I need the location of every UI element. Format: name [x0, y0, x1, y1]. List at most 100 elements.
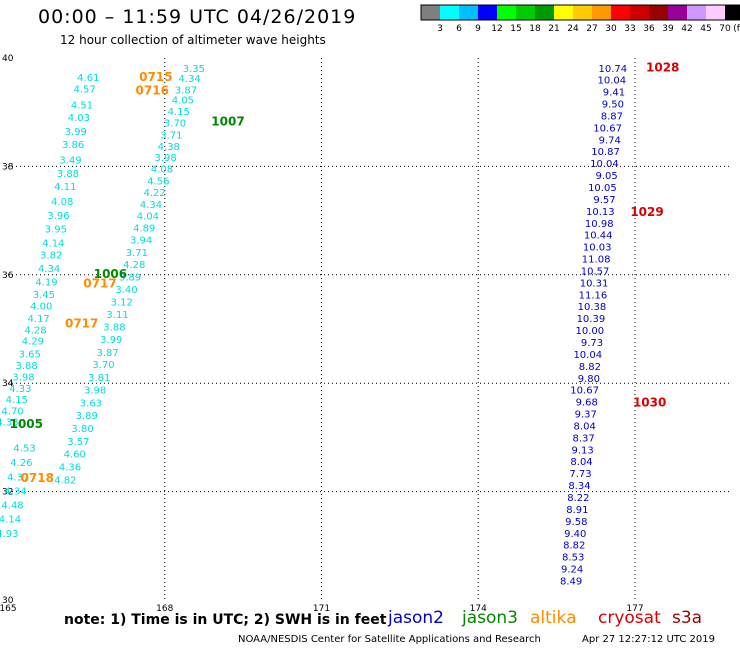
color-scale-label: 6	[456, 24, 462, 34]
color-scale-swatch	[668, 5, 687, 20]
swh-label-jason2: 10.38	[578, 302, 607, 313]
color-scale-label: 18	[529, 24, 541, 34]
y-tick-label: 38	[2, 162, 14, 172]
swh-label-altika: 4.33	[9, 384, 31, 395]
swh-label-jason3: 3.89	[76, 411, 98, 422]
swh-label-jason2: 10.39	[577, 314, 606, 325]
swh-label-jason2: 11.08	[582, 255, 611, 266]
swh-label-jason2: 10.04	[597, 76, 626, 87]
swh-label-jason2: 9.68	[576, 398, 598, 409]
swh-label-jason3: 4.56	[147, 176, 169, 187]
swh-label-jason3: 3.12	[111, 297, 133, 308]
swh-label-jason3: 4.89	[133, 224, 155, 235]
swh-label-jason2: 9.73	[581, 338, 603, 349]
swh-label-jason2: 10.67	[593, 123, 622, 134]
pass-annotation: 1007	[211, 114, 244, 128]
swh-label-jason3: 4.28	[123, 260, 145, 271]
swh-label-jason3: 3.89	[119, 272, 141, 283]
swh-label-jason2: 10.00	[576, 326, 605, 337]
swh-label-jason2: 9.58	[565, 517, 587, 528]
y-tick-label: 34	[2, 379, 14, 389]
pass-annotation: 0717	[65, 316, 98, 330]
swh-label-jason3: 3.87	[175, 85, 197, 96]
swh-label-jason3: 4.15	[168, 107, 190, 118]
swh-label-altika: 3.95	[45, 225, 67, 236]
swh-label-jason3: 4.22	[144, 188, 166, 199]
color-scale-swatch	[611, 5, 630, 20]
swh-label-altika: 4.53	[13, 444, 35, 455]
legend-item-jason3: jason3	[462, 608, 518, 628]
swh-label-altika: 4.14	[0, 515, 21, 526]
swh-label-jason3: 4.34	[179, 74, 201, 85]
chart-subtitle: 12 hour collection of altimeter wave hei…	[60, 33, 326, 47]
swh-label-altika: 3.99	[65, 127, 87, 138]
swh-label-altika: 3.65	[19, 349, 41, 360]
swh-label-altika: 3.49	[59, 155, 81, 166]
swh-label-jason2: 10.57	[581, 266, 610, 277]
color-scale-swatch	[535, 5, 554, 20]
swh-label-jason2: 9.50	[602, 100, 624, 111]
swh-label-jason2: 10.04	[573, 350, 602, 361]
color-scale-swatch	[478, 5, 497, 20]
swh-label-altika: 3.96	[47, 211, 69, 222]
swh-label-altika: 4.14	[42, 238, 64, 249]
color-scale-label: 36	[643, 24, 655, 34]
swh-label-jason3: 3.63	[80, 399, 102, 410]
swh-label-jason2: 10.13	[586, 207, 615, 218]
color-scale-swatch	[592, 5, 611, 20]
footer-credit: NOAA/NESDIS Center for Satellite Applica…	[238, 634, 541, 645]
swh-label-altika: 4.11	[54, 182, 76, 193]
swh-label-altika: 4.37	[7, 472, 29, 483]
x-tick-label: 168	[156, 604, 173, 614]
swh-label-jason3: 4.04	[137, 212, 159, 223]
swh-label-altika: 3.86	[62, 140, 84, 151]
pass-annotation: 1029	[630, 205, 663, 219]
y-tick-label: 30	[2, 596, 14, 606]
swh-label-jason2: 9.37	[575, 410, 597, 421]
swh-label-jason3: 3.11	[106, 310, 128, 321]
color-scale-swatch	[573, 5, 592, 20]
swh-label-jason3: 4.82	[54, 476, 76, 487]
color-scale-swatch	[459, 5, 478, 20]
swh-label-altika: 4.70	[1, 406, 23, 417]
color-scale-swatch	[440, 5, 459, 20]
swh-label-altika: 4.03	[68, 113, 90, 124]
pass-annotation: 0717	[83, 276, 116, 290]
color-scale-label: 24	[567, 24, 579, 34]
swh-label-altika: 4.93	[0, 529, 18, 540]
swh-label-jason3: 3.80	[71, 424, 93, 435]
x-tick-label: 174	[470, 604, 487, 614]
swh-label-jason2: 9.74	[599, 135, 621, 146]
swh-label-jason2: 10.74	[599, 64, 628, 75]
swh-label-altika: 4.19	[35, 277, 57, 288]
legend-item-jason2: jason2	[388, 608, 444, 628]
swh-label-jason2: 10.67	[570, 386, 599, 397]
chart-title: 00:00 – 11:59 UTC 04/26/2019	[38, 6, 357, 28]
color-scale-label: 42	[681, 24, 692, 34]
swh-label-jason2: 8.49	[560, 576, 582, 587]
swh-label-altika: 4.17	[28, 314, 50, 325]
swh-label-jason3: 3.98	[155, 153, 177, 164]
swh-label-jason2: 8.34	[568, 481, 590, 492]
swh-label-altika: 4.15	[6, 395, 28, 406]
swh-label-altika: 4.34	[38, 264, 60, 275]
color-scale-frame	[420, 4, 740, 21]
legend-item-altika: altika	[530, 608, 577, 628]
x-tick-label: 171	[313, 604, 330, 614]
swh-label-jason2: 10.98	[585, 219, 614, 230]
swh-label-jason2: 10.44	[584, 231, 613, 242]
swh-label-jason3: 4.36	[59, 463, 81, 474]
pass-annotation: 1028	[646, 61, 679, 75]
footer-timestamp: Apr 27 12:27:12 UTC 2019	[582, 634, 715, 645]
color-scale-label: 45	[700, 24, 711, 34]
swh-label-altika: 3.82	[40, 251, 62, 262]
swh-label-altika: 4.28	[24, 326, 46, 337]
swh-label-jason2: 8.04	[574, 421, 596, 432]
swh-label-altika: 4.29	[22, 336, 44, 347]
pass-annotation: 0716	[136, 83, 169, 97]
swh-label-altika: 4.38	[0, 418, 18, 429]
color-scale-swatch	[421, 5, 440, 20]
swh-label-jason2: 8.87	[601, 111, 623, 122]
swh-label-jason3: 4.34	[140, 200, 162, 211]
